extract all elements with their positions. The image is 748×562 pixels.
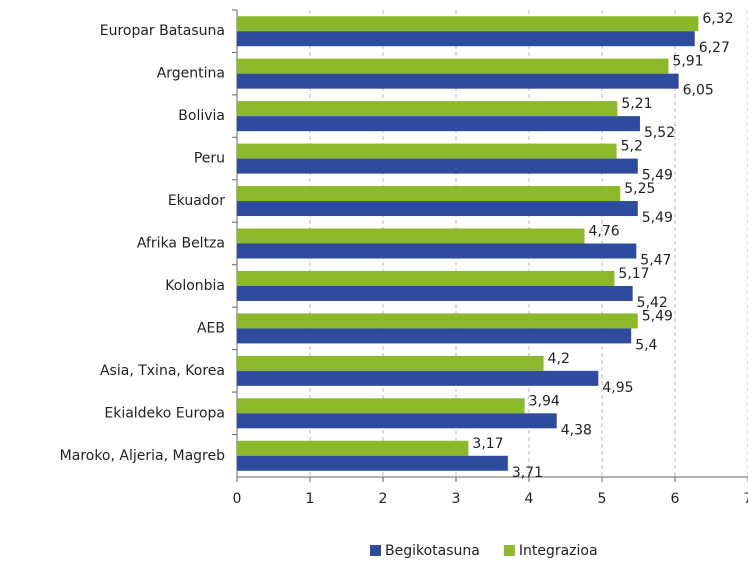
value-label: 5,21	[621, 96, 652, 112]
bar	[237, 16, 699, 32]
value-label: 4,95	[602, 380, 633, 396]
bar	[237, 73, 679, 89]
bar	[237, 158, 638, 174]
x-tick-label: 2	[379, 491, 388, 507]
y-tick-label: Maroko, Aljeria, Magreb	[60, 448, 225, 464]
bar	[237, 455, 508, 471]
value-label: 5,25	[624, 181, 655, 197]
value-label: 5,47	[640, 253, 671, 269]
value-label: 5,52	[644, 125, 675, 141]
y-tick-label: Asia, Txina, Korea	[100, 363, 225, 379]
value-label: 5,49	[642, 308, 673, 324]
value-label: 4,2	[548, 351, 570, 367]
legend-swatch	[503, 545, 515, 556]
bar	[237, 116, 640, 132]
value-label: 3,17	[472, 436, 503, 452]
x-tick-label: 6	[671, 491, 680, 507]
bar	[237, 186, 621, 202]
bar	[237, 440, 469, 456]
value-label: 3,94	[529, 393, 560, 409]
y-tick-label: Kolonbia	[165, 278, 225, 294]
y-tick-label: Argentina	[157, 66, 225, 82]
x-tick-label: 4	[525, 491, 534, 507]
y-tick-label: Ekuador	[168, 193, 225, 209]
x-tick-label: 7	[744, 491, 748, 507]
bar	[237, 413, 557, 429]
bar	[237, 101, 618, 117]
bar	[237, 31, 695, 47]
y-tick-label: Afrika Beltza	[137, 236, 225, 252]
x-tick-label: 0	[233, 491, 242, 507]
value-label: 5,49	[642, 168, 673, 184]
value-label: 5,49	[642, 210, 673, 226]
y-tick-label: Ekialdeko Europa	[104, 405, 225, 421]
bar	[237, 228, 585, 244]
y-tick-label: Bolivia	[178, 108, 225, 124]
bar	[237, 398, 525, 414]
bar	[237, 270, 615, 286]
legend-label: Begikotasuna	[385, 543, 480, 559]
value-label: 6,32	[702, 11, 733, 27]
bar	[237, 328, 632, 344]
x-tick-label: 5	[598, 491, 607, 507]
y-tick-label: Europar Batasuna	[100, 23, 225, 39]
bar	[237, 370, 599, 386]
x-tick-label: 1	[306, 491, 315, 507]
legend-swatch	[370, 545, 381, 556]
value-label: 6,27	[699, 40, 730, 56]
x-tick-label: 3	[452, 491, 461, 507]
y-tick-label: Peru	[194, 151, 225, 167]
y-tick-label: AEB	[197, 320, 225, 336]
legend-label: Integrazioa	[519, 543, 598, 559]
value-label: 5,2	[621, 139, 643, 155]
bar	[237, 143, 617, 159]
value-label: 3,71	[512, 465, 543, 481]
value-label: 5,4	[635, 337, 657, 353]
value-label: 4,38	[561, 422, 592, 438]
value-label: 5,42	[637, 295, 668, 311]
bar	[237, 58, 669, 74]
value-label: 6,05	[683, 83, 714, 99]
bar	[237, 243, 637, 259]
bar	[237, 355, 544, 371]
bar	[237, 201, 638, 217]
bar	[237, 313, 638, 329]
value-label: 4,76	[588, 224, 619, 240]
value-label: 5,91	[672, 54, 703, 70]
bar	[237, 285, 633, 301]
value-label: 5,17	[618, 266, 649, 282]
